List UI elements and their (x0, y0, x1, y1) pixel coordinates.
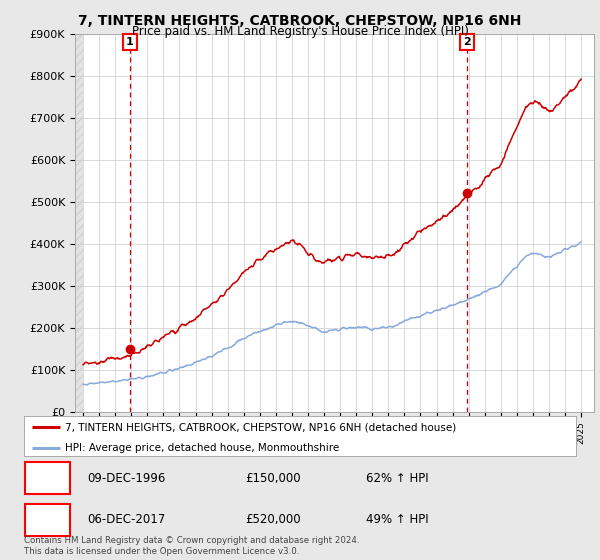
Text: 06-DEC-2017: 06-DEC-2017 (88, 513, 166, 526)
Text: 2: 2 (464, 37, 471, 47)
Text: £520,000: £520,000 (245, 513, 301, 526)
Text: 09-DEC-1996: 09-DEC-1996 (88, 472, 166, 484)
Text: 62% ↑ HPI: 62% ↑ HPI (366, 472, 429, 484)
Text: £150,000: £150,000 (245, 472, 301, 484)
Text: 2: 2 (44, 513, 52, 526)
FancyBboxPatch shape (25, 504, 70, 535)
Text: 7, TINTERN HEIGHTS, CATBROOK, CHEPSTOW, NP16 6NH (detached house): 7, TINTERN HEIGHTS, CATBROOK, CHEPSTOW, … (65, 422, 457, 432)
Text: Price paid vs. HM Land Registry's House Price Index (HPI): Price paid vs. HM Land Registry's House … (131, 25, 469, 38)
Text: 49% ↑ HPI: 49% ↑ HPI (366, 513, 429, 526)
FancyBboxPatch shape (25, 462, 70, 494)
Text: 1: 1 (126, 37, 134, 47)
Text: Contains HM Land Registry data © Crown copyright and database right 2024.
This d: Contains HM Land Registry data © Crown c… (24, 536, 359, 556)
Text: 7, TINTERN HEIGHTS, CATBROOK, CHEPSTOW, NP16 6NH: 7, TINTERN HEIGHTS, CATBROOK, CHEPSTOW, … (79, 14, 521, 28)
Bar (75, 34, 83, 412)
Text: 1: 1 (44, 472, 52, 484)
Text: HPI: Average price, detached house, Monmouthshire: HPI: Average price, detached house, Monm… (65, 442, 340, 452)
